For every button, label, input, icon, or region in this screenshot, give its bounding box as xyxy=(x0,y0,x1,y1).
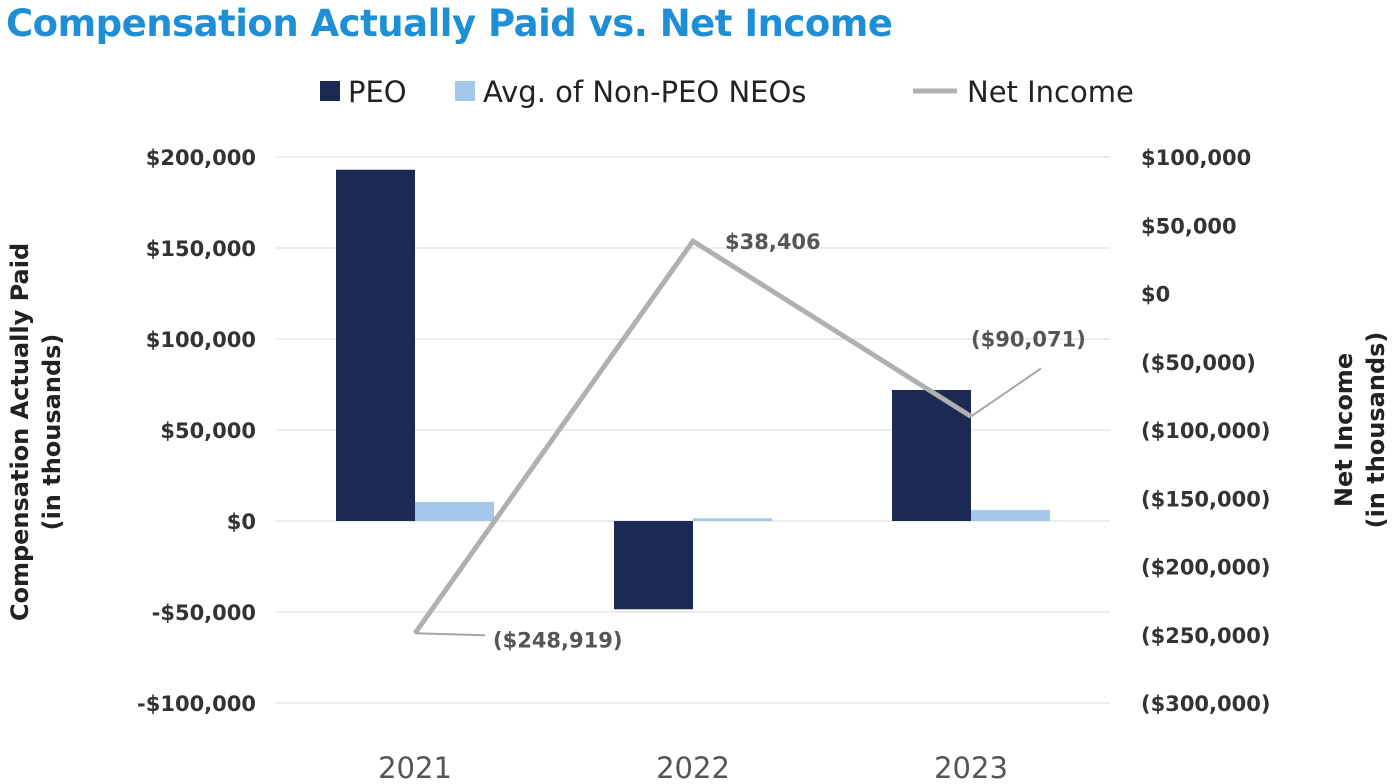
x-tick-label: 2021 xyxy=(378,751,452,784)
right-axis-title-line1: Net Income xyxy=(1330,353,1358,507)
right-tick-label: ($150,000) xyxy=(1141,487,1270,511)
data-label-leader-line xyxy=(414,632,486,637)
net-income-data-label: ($90,071) xyxy=(971,327,1086,351)
net-income-line-group: ($248,919) $38,406 ($90,071) xyxy=(412,230,1086,652)
right-tick-label: ($300,000) xyxy=(1141,692,1270,716)
left-tick-label: -$50,000 xyxy=(152,601,256,625)
legend-label: Avg. of Non-PEO NEOs xyxy=(483,75,806,109)
x-tick-label: 2022 xyxy=(656,751,730,784)
left-tick-label: $50,000 xyxy=(160,419,256,443)
left-tick-label: $150,000 xyxy=(146,237,256,261)
axis-titles: Compensation Actually Paid (in thousands)… xyxy=(6,243,1390,621)
right-axis-title-line2: (in thousands) xyxy=(1362,332,1390,529)
net-income-data-label: $38,406 xyxy=(725,230,821,254)
left-tick-label: $200,000 xyxy=(146,146,256,170)
left-tick-label: $100,000 xyxy=(146,328,256,352)
legend-swatch xyxy=(320,81,340,101)
left-axis-title-line2: (in thousands) xyxy=(38,334,66,531)
chart-title: Compensation Actually Paid vs. Net Incom… xyxy=(6,2,893,45)
net-income-data-label: ($248,919) xyxy=(493,628,622,652)
bar-avg-of-non-peo-neos-2021 xyxy=(415,501,494,521)
bar-avg-of-non-peo-neos-2022 xyxy=(693,518,772,521)
left-tick-label: $0 xyxy=(227,510,256,534)
legend-swatch xyxy=(455,81,475,101)
net-income-line xyxy=(412,237,973,635)
legend: PEO Avg. of Non-PEO NEOs Net Income xyxy=(320,75,1134,109)
right-tick-label: ($200,000) xyxy=(1141,556,1270,580)
x-axis-ticks: 2021 2022 2023 xyxy=(378,751,1008,784)
right-tick-label: $100,000 xyxy=(1141,146,1251,170)
right-tick-label: $0 xyxy=(1141,283,1170,307)
right-tick-label: ($100,000) xyxy=(1141,419,1270,443)
bars xyxy=(336,169,1050,610)
right-axis-ticks: $100,000 $50,000 $0 ($50,000) ($100,000) ($15… xyxy=(1141,146,1270,716)
bar-peo-2022 xyxy=(614,521,693,610)
left-tick-label: -$100,000 xyxy=(137,692,256,716)
right-tick-label: $50,000 xyxy=(1141,214,1237,238)
bar-peo-2023 xyxy=(892,389,971,521)
right-tick-label: ($50,000) xyxy=(1141,351,1256,375)
bar-peo-2021 xyxy=(336,169,415,522)
legend-label: PEO xyxy=(348,75,407,109)
x-tick-label: 2023 xyxy=(934,751,1008,784)
right-tick-label: ($250,000) xyxy=(1141,624,1270,648)
bar-avg-of-non-peo-neos-2023 xyxy=(971,510,1050,521)
legend-label: Net Income xyxy=(967,75,1134,109)
left-axis-title-line1: Compensation Actually Paid xyxy=(6,243,34,621)
left-axis-ticks: $200,000 $150,000 $100,000 $50,000 $0 -$50,00… xyxy=(137,146,256,716)
data-label-leader-line xyxy=(970,367,1042,418)
